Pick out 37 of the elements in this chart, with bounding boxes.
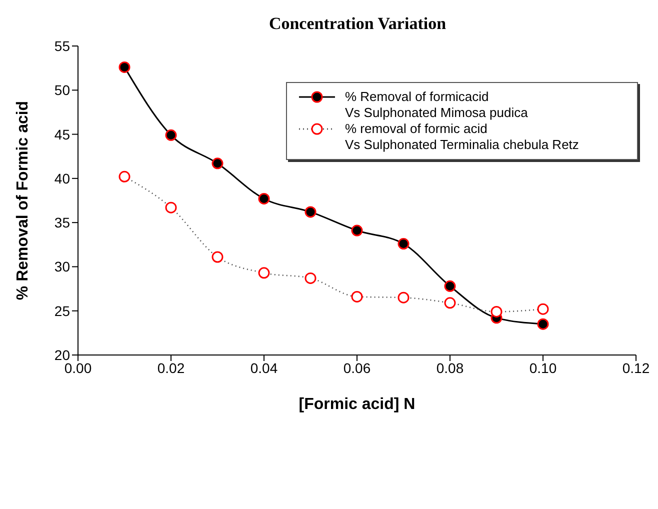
point: [537, 318, 549, 330]
y-axis-title: % Removal of Formic acid: [14, 100, 32, 300]
x-tick-label: 0.02: [157, 360, 185, 376]
point: [490, 306, 502, 318]
x-tick-label: 0.04: [250, 360, 278, 376]
y-tick-label: 45: [54, 126, 70, 142]
x-axis-title: [Formic acid] N: [298, 396, 416, 413]
y-tick-label: 35: [54, 214, 70, 231]
point: [212, 158, 224, 170]
y-tick-label: 40: [54, 170, 70, 186]
legend-label: % removal of formic acid Vs Sulphonated Terminalia chebula Retz: [345, 121, 579, 153]
point: [258, 192, 270, 204]
chart-title: Concentration Variation: [268, 14, 448, 34]
x-tick-label: 0.12: [622, 360, 650, 376]
point: [118, 61, 130, 73]
point: [537, 303, 549, 315]
point: [304, 272, 316, 284]
y-tick-label: 30: [54, 258, 70, 275]
point: [165, 129, 177, 141]
x-tick-label: 0.08: [436, 360, 464, 376]
x-tick-label: 0.10: [529, 360, 557, 376]
point: [212, 251, 224, 263]
point: [444, 280, 456, 292]
point: [351, 290, 363, 302]
point: [398, 292, 410, 304]
x-tick-label: 0.06: [343, 360, 371, 376]
y-tick-label: 55: [54, 38, 70, 54]
y-tick-label: 25: [54, 302, 70, 319]
point: [398, 238, 410, 250]
point: [304, 206, 316, 218]
point: [444, 297, 456, 309]
point: [351, 224, 363, 236]
point: [258, 267, 270, 279]
point: [165, 202, 177, 214]
point: [118, 170, 130, 182]
legend-label: % Removal of formicacid Vs Sulphonated Mimosa pudica: [345, 89, 528, 121]
y-tick-label: 50: [54, 82, 70, 98]
